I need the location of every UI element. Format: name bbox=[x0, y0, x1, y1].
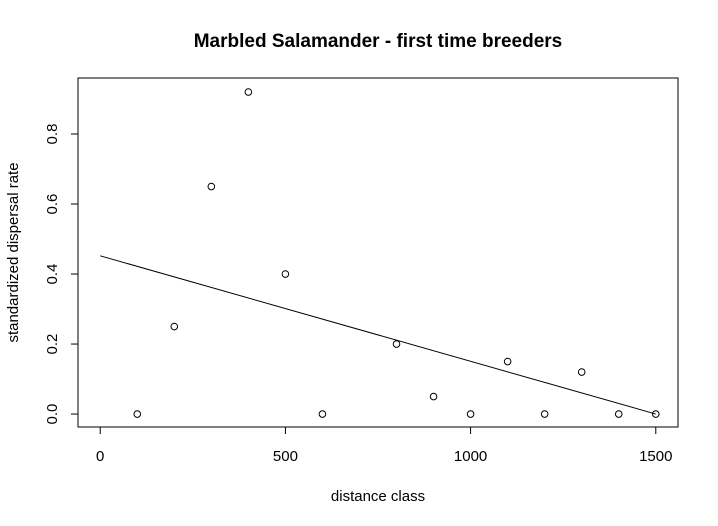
y-tick-label: 0.8 bbox=[44, 124, 61, 145]
data-point bbox=[466, 410, 475, 418]
data-point bbox=[651, 410, 660, 418]
data-point bbox=[503, 357, 512, 366]
x-tick-label: 1500 bbox=[639, 448, 672, 465]
chart-title: Marbled Salamander - first time breeders bbox=[194, 31, 563, 52]
data-points bbox=[133, 88, 660, 418]
data-point bbox=[170, 322, 179, 331]
regression-line-group bbox=[100, 255, 656, 415]
x-tick-label: 1000 bbox=[454, 448, 487, 465]
data-point bbox=[244, 88, 253, 96]
y-axis-label: standardized dispersal rate bbox=[5, 162, 22, 342]
y-tick-label: 0.6 bbox=[44, 194, 61, 215]
x-axis-label: distance class bbox=[331, 488, 425, 505]
data-point bbox=[318, 410, 327, 418]
x-tick-label: 500 bbox=[273, 448, 298, 465]
y-tick-label: 0.0 bbox=[44, 404, 61, 425]
plot-area-border bbox=[77, 77, 679, 428]
data-point bbox=[281, 270, 290, 278]
data-point bbox=[577, 368, 586, 376]
data-point bbox=[207, 182, 216, 191]
y-tick-label: 0.2 bbox=[44, 334, 61, 355]
regression-line bbox=[100, 255, 656, 415]
y-tick-label: 0.4 bbox=[44, 264, 61, 285]
data-point bbox=[392, 340, 401, 348]
x-axis: 0 500 1000 1500 bbox=[96, 426, 672, 465]
y-axis: 0.0 0.2 0.4 0.6 0.8 bbox=[44, 124, 79, 425]
x-tick-label: 0 bbox=[96, 448, 104, 465]
data-point bbox=[540, 410, 549, 418]
data-point bbox=[614, 410, 623, 418]
data-point bbox=[133, 410, 142, 418]
data-point bbox=[429, 392, 438, 401]
